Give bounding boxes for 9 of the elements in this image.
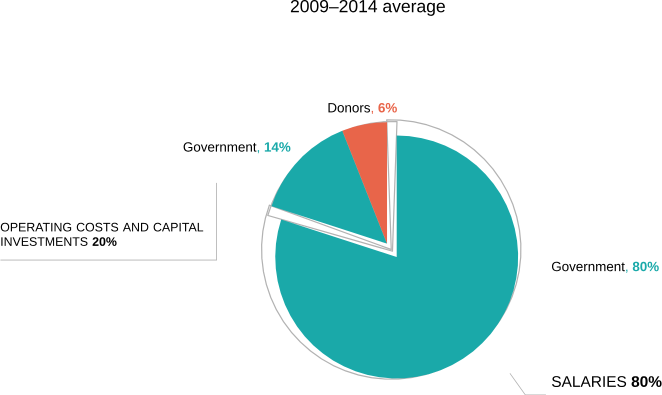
data-label: , 80%: [626, 262, 659, 273]
chart-title: 2009–2014 average: [290, 0, 445, 16]
slice-label: Government: [184, 142, 256, 152]
text: OPERATING COSTS AND CAPITAL INVESTMENTS 20%: [0, 222, 204, 246]
data-label: , 14%: [258, 142, 290, 154]
slice-label: Donors: [328, 102, 370, 112]
data-label: , 6%: [372, 102, 397, 114]
text: SALARIES 80%: [552, 376, 662, 387]
slice-label: Government: [552, 262, 625, 272]
